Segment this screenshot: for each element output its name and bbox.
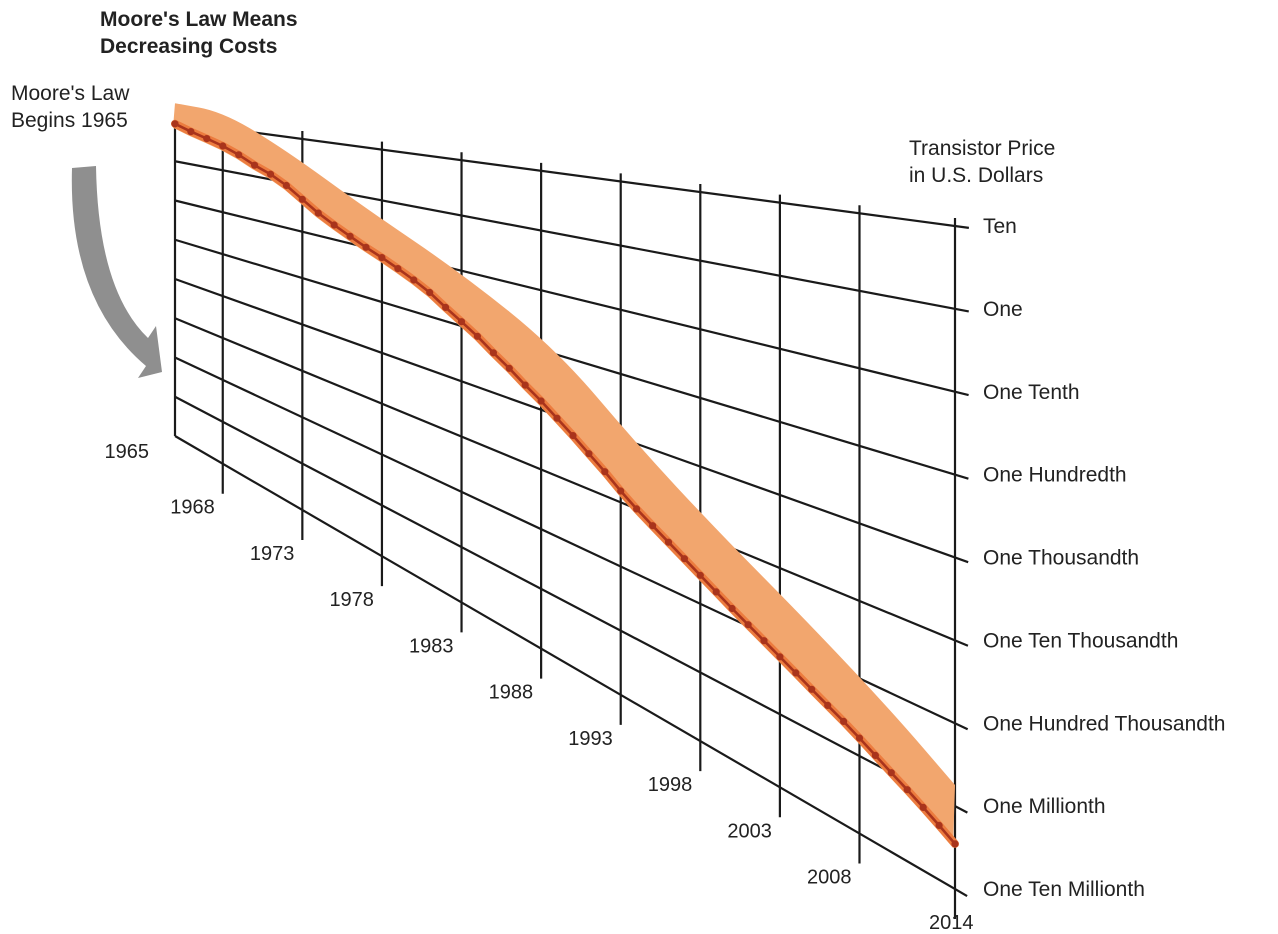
data-point bbox=[219, 142, 227, 150]
y-tick-label: One Ten Millionth bbox=[983, 878, 1145, 901]
chart-title-line-1: Moore's Law Means bbox=[100, 8, 298, 31]
data-point bbox=[728, 604, 736, 613]
data-point bbox=[282, 181, 290, 190]
start-annotation-line-1: Moore's Law bbox=[11, 82, 130, 105]
y-tick-label: One Thousandth bbox=[983, 547, 1139, 570]
data-point bbox=[187, 128, 195, 136]
x-tick-label: 2003 bbox=[727, 820, 772, 842]
x-tick-label: 1968 bbox=[170, 497, 215, 519]
x-tick-labels: 1965 1968 1973 1978 1983 1988 1993 1998 2003 2008… bbox=[105, 441, 974, 934]
data-point bbox=[537, 397, 545, 405]
data-point bbox=[171, 120, 179, 128]
x-tick-label: 2014 bbox=[929, 912, 974, 934]
gridline-h bbox=[174, 395, 968, 814]
price-line-edge bbox=[171, 119, 959, 848]
data-point bbox=[346, 232, 354, 240]
data-point bbox=[951, 840, 959, 848]
data-point bbox=[617, 487, 625, 495]
horizontal-gridlines bbox=[174, 120, 970, 897]
data-point bbox=[696, 571, 704, 579]
y-tick-label: One Hundredth bbox=[983, 464, 1127, 487]
chart-title: Moore's Law Means Decreasing Costs bbox=[100, 6, 298, 60]
data-point bbox=[251, 161, 259, 169]
data-point bbox=[489, 349, 497, 357]
vertical-gridlines bbox=[173, 120, 957, 919]
data-point bbox=[792, 669, 800, 677]
data-point bbox=[649, 522, 657, 530]
y-axis-title-line-1: Transistor Price bbox=[909, 137, 1056, 160]
data-point bbox=[871, 751, 880, 760]
price-line bbox=[171, 119, 959, 848]
data-point bbox=[887, 769, 895, 777]
x-tick-label: 1988 bbox=[489, 682, 534, 704]
data-point bbox=[410, 276, 418, 284]
data-point bbox=[203, 135, 211, 143]
data-point bbox=[664, 538, 673, 546]
data-point bbox=[824, 701, 832, 710]
chart-title-line-2: Decreasing Costs bbox=[100, 35, 278, 58]
x-tick-label: 1965 bbox=[105, 441, 150, 463]
data-point bbox=[569, 432, 577, 440]
y-tick-label: One Hundred Thousandth bbox=[983, 712, 1225, 735]
y-axis-title-line-2: in U.S. Dollars bbox=[909, 164, 1044, 187]
data-point bbox=[633, 505, 641, 513]
price-band bbox=[173, 103, 955, 848]
data-point bbox=[808, 685, 816, 693]
curved-arrow-icon bbox=[71, 166, 162, 378]
data-point bbox=[712, 588, 720, 596]
price-line-path bbox=[174, 122, 956, 845]
data-point bbox=[378, 254, 386, 262]
data-point bbox=[855, 734, 864, 742]
y-tick-labels: Ten One One Tenth One Hundredth One Thousand… bbox=[983, 215, 1225, 901]
data-point bbox=[601, 468, 609, 476]
data-point bbox=[362, 243, 370, 251]
start-arrow bbox=[71, 166, 162, 378]
gridline-h bbox=[174, 238, 969, 480]
x-tick-label: 2008 bbox=[807, 867, 852, 889]
data-point bbox=[442, 303, 450, 311]
price-range-band bbox=[173, 103, 955, 848]
y-tick-label: One Ten Thousandth bbox=[983, 629, 1178, 652]
data-point bbox=[266, 170, 275, 178]
y-tick-label: One bbox=[983, 298, 1023, 321]
data-point bbox=[919, 803, 927, 812]
data-point bbox=[330, 221, 338, 229]
data-point bbox=[298, 195, 306, 203]
data-point bbox=[776, 653, 784, 661]
y-tick-label: Ten bbox=[983, 215, 1017, 238]
x-tick-label: 1998 bbox=[648, 774, 693, 796]
data-point bbox=[840, 717, 848, 726]
data-point bbox=[505, 364, 513, 372]
y-tick-label: One Tenth bbox=[983, 381, 1080, 404]
x-tick-label: 1983 bbox=[409, 635, 454, 657]
x-tick-label: 1978 bbox=[329, 589, 374, 611]
data-point bbox=[744, 621, 752, 629]
data-point bbox=[314, 209, 322, 217]
data-point bbox=[521, 381, 529, 389]
data-point bbox=[585, 450, 593, 458]
y-axis-title: Transistor Price in U.S. Dollars bbox=[909, 135, 1055, 189]
data-point bbox=[680, 555, 689, 563]
data-point bbox=[235, 151, 243, 159]
gridline-h bbox=[174, 317, 969, 647]
data-point bbox=[473, 332, 481, 340]
x-tick-label: 1973 bbox=[250, 543, 295, 565]
data-point bbox=[426, 288, 434, 297]
data-point bbox=[903, 786, 911, 794]
gridline-h bbox=[174, 435, 968, 897]
data-point bbox=[394, 265, 402, 273]
start-annotation-line-2: Begins 1965 bbox=[11, 109, 128, 132]
data-point bbox=[457, 318, 466, 326]
gridline-h bbox=[174, 199, 969, 397]
y-tick-label: One Millionth bbox=[983, 795, 1106, 818]
start-annotation: Moore's Law Begins 1965 bbox=[11, 80, 129, 134]
data-point bbox=[935, 821, 943, 830]
data-point bbox=[760, 637, 768, 645]
gridline-h bbox=[174, 120, 970, 229]
data-point bbox=[553, 414, 561, 422]
x-tick-label: 1993 bbox=[568, 728, 613, 750]
